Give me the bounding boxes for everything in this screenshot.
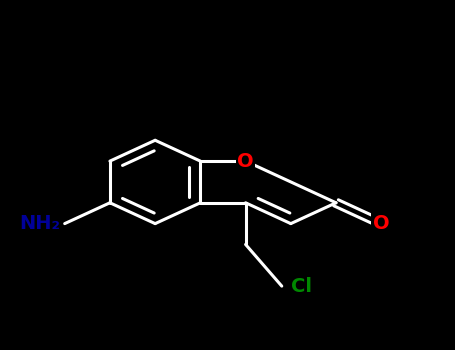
Text: O: O [373,214,389,233]
Text: O: O [237,152,254,170]
Text: Cl: Cl [291,276,312,296]
Text: NH₂: NH₂ [19,214,60,233]
